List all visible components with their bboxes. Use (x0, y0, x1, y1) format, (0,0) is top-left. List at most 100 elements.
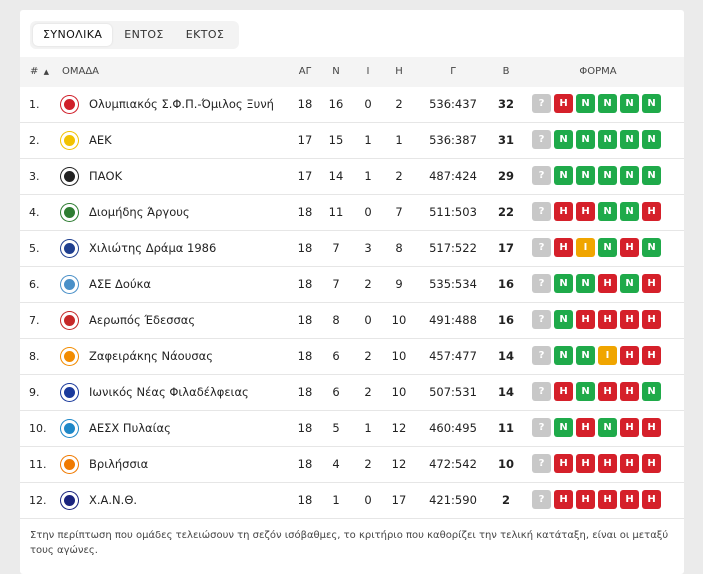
form-win-badge[interactable]: Ν (554, 418, 573, 437)
form-win-badge[interactable]: Ν (642, 382, 661, 401)
team-name-link[interactable]: ΠΑΟΚ (89, 169, 123, 183)
form-win-badge[interactable]: Ν (576, 274, 595, 293)
form-loss-badge[interactable]: Η (642, 274, 661, 293)
form-loss-badge[interactable]: Η (554, 382, 573, 401)
team-name-link[interactable]: Διομήδης Άργους (89, 205, 190, 219)
form-loss-badge[interactable]: Η (554, 490, 573, 509)
form-loss-badge[interactable]: Η (642, 310, 661, 329)
form-win-badge[interactable]: Ν (620, 166, 639, 185)
form-win-badge[interactable]: Ν (554, 310, 573, 329)
form-loss-badge[interactable]: Η (620, 490, 639, 509)
form-next-match-badge[interactable]: ? (532, 382, 551, 401)
form-loss-badge[interactable]: Η (554, 454, 573, 473)
form-win-badge[interactable]: Ν (576, 130, 595, 149)
form-loss-badge[interactable]: Η (642, 418, 661, 437)
form-loss-badge[interactable]: Η (642, 454, 661, 473)
form-win-badge[interactable]: Ν (598, 130, 617, 149)
form-next-match-badge[interactable]: ? (532, 310, 551, 329)
form-loss-badge[interactable]: Η (576, 418, 595, 437)
form-win-badge[interactable]: Ν (642, 166, 661, 185)
form-loss-badge[interactable]: Η (554, 94, 573, 113)
form-win-badge[interactable]: Ν (642, 130, 661, 149)
form-loss-badge[interactable]: Η (598, 382, 617, 401)
team-name-link[interactable]: Ζαφειράκης Νάουσας (89, 349, 213, 363)
form-win-badge[interactable]: Ν (576, 382, 595, 401)
form-win-badge[interactable]: Ν (642, 238, 661, 257)
table-row[interactable]: 2. ΑΕΚ 17 15 1 1 536:387 31? Ν Ν Ν Ν Ν (20, 123, 684, 159)
table-row[interactable]: 1. Ολυμπιακός Σ.Φ.Π.-Όμιλος Ξυνή 18 16 0 2 536… (20, 87, 684, 123)
team-name-link[interactable]: Βριλήσσια (89, 457, 149, 471)
form-win-badge[interactable]: Ν (642, 94, 661, 113)
team-name-link[interactable]: ΑΕΚ (89, 133, 112, 147)
team-name-link[interactable]: Χ.Α.Ν.Θ. (89, 493, 138, 507)
form-win-badge[interactable]: Ν (620, 202, 639, 221)
form-loss-badge[interactable]: Η (576, 490, 595, 509)
tab-away[interactable]: ΕΚΤΟΣ (185, 28, 225, 41)
form-win-badge[interactable]: Ν (598, 202, 617, 221)
form-win-badge[interactable]: Ν (620, 274, 639, 293)
form-win-badge[interactable]: Ν (598, 418, 617, 437)
form-win-badge[interactable]: Ν (598, 238, 617, 257)
form-loss-badge[interactable]: Η (576, 202, 595, 221)
form-next-match-badge[interactable]: ? (532, 454, 551, 473)
form-next-match-badge[interactable]: ? (532, 238, 551, 257)
team-name-link[interactable]: ΑΣΕ Δούκα (89, 277, 151, 291)
form-draw-badge[interactable]: Ι (576, 238, 595, 257)
form-loss-badge[interactable]: Η (620, 310, 639, 329)
table-row[interactable]: 7. Αερωπός Έδεσσας 18 8 0 10 491:488 16? Ν Η Η Η Η (20, 303, 684, 339)
form-next-match-badge[interactable]: ? (532, 130, 551, 149)
table-row[interactable]: 9. Ιωνικός Νέας Φιλαδέλφειας 18 6 2 10 507:531… (20, 375, 684, 411)
form-loss-badge[interactable]: Η (598, 454, 617, 473)
form-loss-badge[interactable]: Η (620, 238, 639, 257)
team-name-link[interactable]: Ολυμπιακός Σ.Φ.Π.-Όμιλος Ξυνή (89, 97, 274, 111)
table-row[interactable]: 10. ΑΕΣΧ Πυλαίας 18 5 1 12 460:495 11? Ν Η Ν Η Η (20, 411, 684, 447)
form-win-badge[interactable]: Ν (576, 94, 595, 113)
form-loss-badge[interactable]: Η (598, 310, 617, 329)
goals-header[interactable]: Γ (450, 66, 456, 77)
form-next-match-badge[interactable]: ? (532, 166, 551, 185)
table-row[interactable]: 5. Χιλιώτης Δράμα 1986 18 7 3 8 517:522 17? Η Ι Ν Η… (20, 231, 684, 267)
form-next-match-badge[interactable]: ? (532, 202, 551, 221)
form-win-badge[interactable]: Ν (554, 130, 573, 149)
team-header[interactable]: ΟΜΑΔΑ (62, 66, 100, 77)
form-win-badge[interactable]: Ν (576, 166, 595, 185)
form-loss-badge[interactable]: Η (576, 454, 595, 473)
form-next-match-badge[interactable]: ? (532, 274, 551, 293)
form-loss-badge[interactable]: Η (642, 346, 661, 365)
form-win-badge[interactable]: Ν (598, 166, 617, 185)
form-win-badge[interactable]: Ν (554, 166, 573, 185)
points-header[interactable]: Β (502, 66, 510, 77)
form-loss-badge[interactable]: Η (620, 346, 639, 365)
team-name-link[interactable]: ΑΕΣΧ Πυλαίας (89, 421, 171, 435)
table-row[interactable]: 6. ΑΣΕ Δούκα 18 7 2 9 535:534 16? Ν Ν Η Ν Η (20, 267, 684, 303)
form-win-badge[interactable]: Ν (554, 274, 573, 293)
team-name-link[interactable]: Ιωνικός Νέας Φιλαδέλφειας (89, 385, 249, 399)
form-loss-badge[interactable]: Η (576, 310, 595, 329)
played-header[interactable]: ΑΓ (298, 66, 312, 77)
losses-header[interactable]: Η (395, 66, 403, 77)
form-win-badge[interactable]: Ν (598, 94, 617, 113)
form-draw-badge[interactable]: Ι (598, 346, 617, 365)
form-loss-badge[interactable]: Η (554, 202, 573, 221)
team-name-link[interactable]: Αερωπός Έδεσσας (89, 313, 196, 327)
form-next-match-badge[interactable]: ? (532, 346, 551, 365)
form-loss-badge[interactable]: Η (598, 274, 617, 293)
tab-overall[interactable]: ΣΥΝΟΛΙΚΑ (33, 24, 113, 46)
form-loss-badge[interactable]: Η (642, 202, 661, 221)
form-loss-badge[interactable]: Η (598, 490, 617, 509)
team-name-link[interactable]: Χιλιώτης Δράμα 1986 (89, 241, 217, 255)
form-next-match-badge[interactable]: ? (532, 94, 551, 113)
form-win-badge[interactable]: Ν (576, 346, 595, 365)
form-next-match-badge[interactable]: ? (532, 490, 551, 509)
form-win-badge[interactable]: Ν (620, 130, 639, 149)
form-next-match-badge[interactable]: ? (532, 418, 551, 437)
wins-header[interactable]: Ν (332, 66, 340, 77)
tab-home[interactable]: ΕΝΤΟΣ (124, 28, 164, 41)
form-loss-badge[interactable]: Η (554, 238, 573, 257)
form-win-badge[interactable]: Ν (554, 346, 573, 365)
table-row[interactable]: 8. Ζαφειράκης Νάουσας 18 6 2 10 457:477 14? Ν Ν Ι Η… (20, 339, 684, 375)
form-loss-badge[interactable]: Η (642, 490, 661, 509)
table-row[interactable]: 3. ΠΑΟΚ 17 14 1 2 487:424 29? Ν Ν Ν Ν Ν (20, 159, 684, 195)
draws-header[interactable]: Ι (366, 66, 370, 77)
form-win-badge[interactable]: Ν (620, 94, 639, 113)
